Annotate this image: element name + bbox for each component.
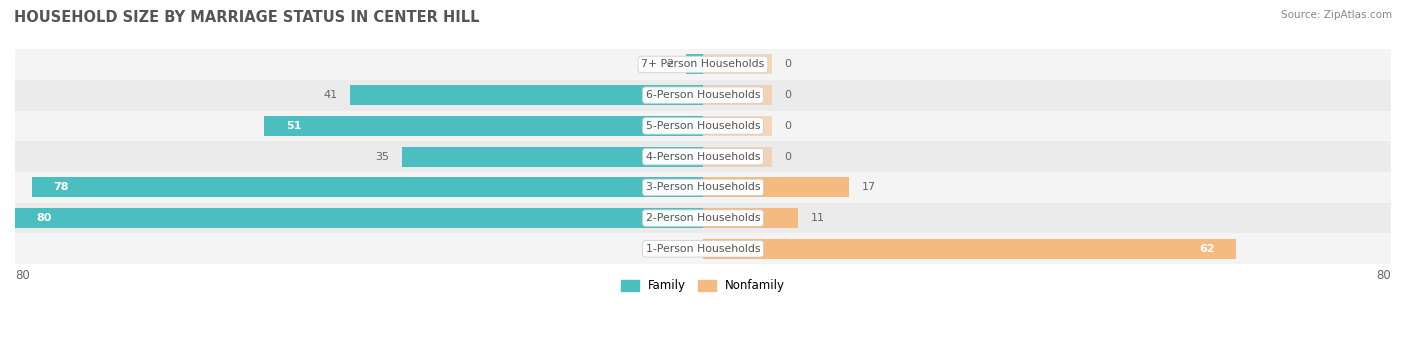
Text: 80: 80: [15, 269, 30, 282]
Text: 0: 0: [785, 90, 792, 100]
Bar: [264, 116, 703, 136]
Text: 80: 80: [1376, 269, 1391, 282]
Bar: [15, 80, 1391, 110]
Bar: [350, 85, 703, 105]
Text: 80: 80: [37, 213, 52, 223]
Text: 1-Person Households: 1-Person Households: [645, 244, 761, 254]
Bar: [15, 172, 1391, 203]
Text: 0: 0: [785, 152, 792, 162]
Text: 7+ Person Households: 7+ Person Households: [641, 59, 765, 70]
Bar: [402, 147, 703, 167]
Bar: [15, 49, 1391, 80]
Bar: [15, 234, 1391, 264]
Text: 35: 35: [375, 152, 389, 162]
Text: 0: 0: [785, 59, 792, 70]
Bar: [15, 203, 1391, 234]
Bar: [15, 110, 1391, 141]
Bar: [15, 141, 1391, 172]
Bar: [703, 147, 772, 167]
Text: 41: 41: [323, 90, 337, 100]
Text: 62: 62: [1199, 244, 1215, 254]
Legend: Family, Nonfamily: Family, Nonfamily: [616, 275, 790, 297]
Bar: [686, 55, 703, 74]
Text: 0: 0: [785, 121, 792, 131]
Text: 2: 2: [666, 59, 673, 70]
Text: 51: 51: [285, 121, 301, 131]
Text: 17: 17: [862, 182, 876, 192]
Text: 2-Person Households: 2-Person Households: [645, 213, 761, 223]
Text: 4-Person Households: 4-Person Households: [645, 152, 761, 162]
Text: HOUSEHOLD SIZE BY MARRIAGE STATUS IN CENTER HILL: HOUSEHOLD SIZE BY MARRIAGE STATUS IN CEN…: [14, 10, 479, 25]
Bar: [703, 177, 849, 197]
Bar: [703, 116, 772, 136]
Text: 6-Person Households: 6-Person Households: [645, 90, 761, 100]
Bar: [703, 208, 797, 228]
Bar: [32, 177, 703, 197]
Text: Source: ZipAtlas.com: Source: ZipAtlas.com: [1281, 10, 1392, 20]
Bar: [15, 208, 703, 228]
Bar: [703, 85, 772, 105]
Text: 3-Person Households: 3-Person Households: [645, 182, 761, 192]
Bar: [703, 239, 1236, 259]
Text: 11: 11: [810, 213, 824, 223]
Text: 5-Person Households: 5-Person Households: [645, 121, 761, 131]
Bar: [703, 55, 772, 74]
Text: 78: 78: [53, 182, 69, 192]
